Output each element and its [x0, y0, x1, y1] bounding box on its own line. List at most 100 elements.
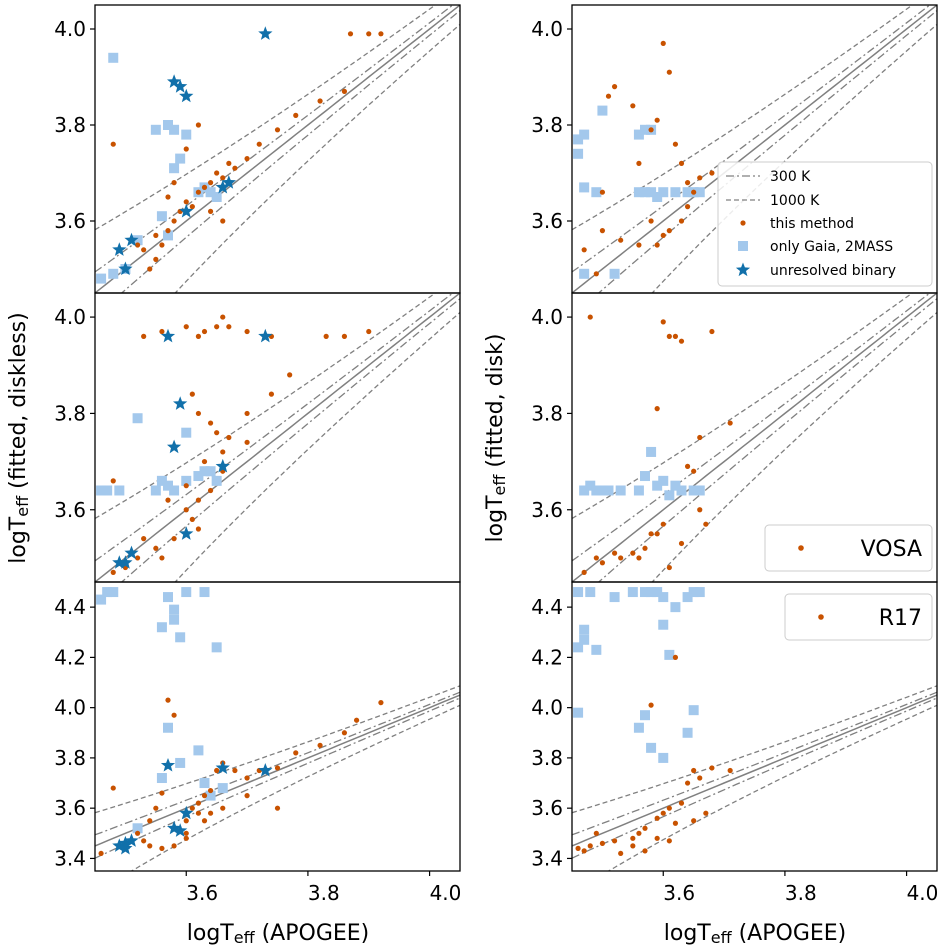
this-method-point — [630, 835, 636, 841]
line-plus-300K — [95, 691, 460, 836]
this-method-point — [244, 410, 250, 417]
panel-bottom-left: 3.4 3.6 3.8 4.0 4.2 4.4 3.6 3.8 4.0 — [54, 581, 462, 905]
panel-top-left: 3.6 3.8 4.0 — [54, 4, 461, 294]
line-plus-300K — [95, 5, 454, 273]
y-tick-label: 4.0 — [531, 305, 563, 329]
y-tick-label: 4.0 — [531, 17, 563, 41]
unresolved-binary-point — [179, 203, 194, 218]
y-tick-label: 4.0 — [54, 696, 86, 720]
this-method-point — [366, 31, 372, 37]
y-axis-label-diskless: logTeff (fitted, diskless) — [6, 312, 32, 563]
gaia-2mass-point — [163, 230, 173, 241]
gaia-2mass-point — [156, 622, 167, 633]
unresolved-binary-point — [173, 823, 188, 837]
unresolved-binary-point — [179, 805, 194, 820]
this-method-point — [110, 478, 116, 484]
unresolved-binary-point — [112, 555, 127, 569]
this-method-point — [183, 146, 189, 152]
this-method-point — [581, 848, 587, 854]
y-tick-label: 3.8 — [54, 113, 86, 137]
this-method-point — [672, 333, 679, 339]
gaia-2mass-point — [102, 587, 113, 598]
this-method-point — [153, 232, 159, 238]
unresolved-binary-point — [179, 88, 194, 103]
y-tick-label: 3.6 — [531, 796, 563, 820]
this-method-point — [195, 333, 202, 339]
gaia-2mass-point — [646, 742, 657, 753]
gaia-2mass-point — [682, 727, 693, 738]
gaia-2mass-point — [205, 187, 216, 198]
gaia-2mass-point — [156, 211, 167, 222]
y-tick-label: 4.0 — [54, 17, 86, 41]
this-method-point — [691, 767, 697, 774]
this-method-point — [153, 256, 159, 262]
this-method-point — [709, 328, 715, 335]
gaia-2mass-point — [670, 602, 681, 613]
this-method-point — [660, 232, 666, 238]
this-method-point — [201, 458, 208, 465]
this-method-point — [244, 328, 250, 335]
line-plus-1000K — [572, 685, 937, 814]
y-tick-label: 3.6 — [54, 796, 86, 820]
unresolved-binary-point — [221, 175, 236, 189]
x-tick-label: 4.0 — [430, 881, 462, 905]
this-method-point — [618, 850, 624, 857]
this-method-point — [654, 835, 660, 841]
this-method-point — [171, 536, 177, 542]
gaia-2mass-point — [181, 129, 192, 140]
legend-dot-marker — [740, 220, 746, 226]
this-method-point — [684, 180, 691, 186]
this-method-point — [599, 189, 606, 195]
line-minus-300K — [572, 697, 937, 859]
this-method-point — [684, 463, 691, 469]
this-method-point — [141, 333, 147, 339]
unresolved-binary-point — [160, 758, 176, 772]
this-method-point — [727, 420, 733, 426]
gaia-2mass-point — [640, 187, 650, 198]
gaia-2mass-point — [633, 187, 644, 198]
this-method-point — [195, 800, 202, 806]
y-axis-label-disk: logTeff (fitted, disk) — [483, 334, 509, 543]
gaia-2mass-point — [579, 129, 590, 140]
y-tick-label: 4.2 — [531, 645, 563, 669]
this-method-point — [678, 160, 685, 166]
this-method-point — [274, 127, 281, 133]
this-method-point — [323, 333, 329, 339]
unresolved-binary-point — [167, 820, 182, 835]
this-method-point — [672, 654, 679, 660]
this-method-point — [207, 208, 214, 214]
line-plus-300K — [572, 293, 931, 562]
gaia-2mass-point — [163, 480, 173, 491]
this-method-point — [274, 805, 281, 811]
x-tick-label: 3.6 — [186, 881, 218, 905]
y-tick-label: 3.8 — [531, 113, 563, 137]
this-method-point — [183, 835, 189, 841]
this-method-point — [244, 156, 250, 162]
gaia-2mass-point — [169, 124, 180, 135]
gaia-2mass-point — [597, 105, 608, 116]
gaia-2mass-point — [633, 129, 644, 140]
gaia-2mass-point — [150, 485, 161, 496]
legend-label: this method — [770, 216, 854, 232]
gaia-2mass-point — [108, 587, 119, 598]
gaia-2mass-point — [615, 485, 626, 496]
this-method-point — [183, 483, 189, 489]
this-method-point — [642, 848, 648, 854]
x-tick-label: 3.6 — [663, 881, 695, 905]
gaia-2mass-point — [591, 485, 602, 496]
gaia-2mass-point — [633, 485, 644, 496]
gaia-2mass-point — [676, 485, 687, 496]
gaia-2mass-point — [609, 592, 620, 603]
legend-square-marker — [738, 241, 748, 251]
this-method-point — [165, 228, 171, 234]
this-method-point — [709, 765, 715, 771]
this-method-point — [110, 141, 116, 147]
gaia-2mass-point — [664, 490, 675, 501]
line-minus-1000K — [651, 312, 937, 582]
panel-frame — [571, 581, 938, 872]
this-method-point — [110, 569, 116, 575]
y-tick-label: 3.6 — [54, 498, 86, 522]
this-method-point — [110, 785, 116, 791]
y-tick-label: 4.2 — [54, 645, 86, 669]
this-method-point — [654, 406, 660, 412]
